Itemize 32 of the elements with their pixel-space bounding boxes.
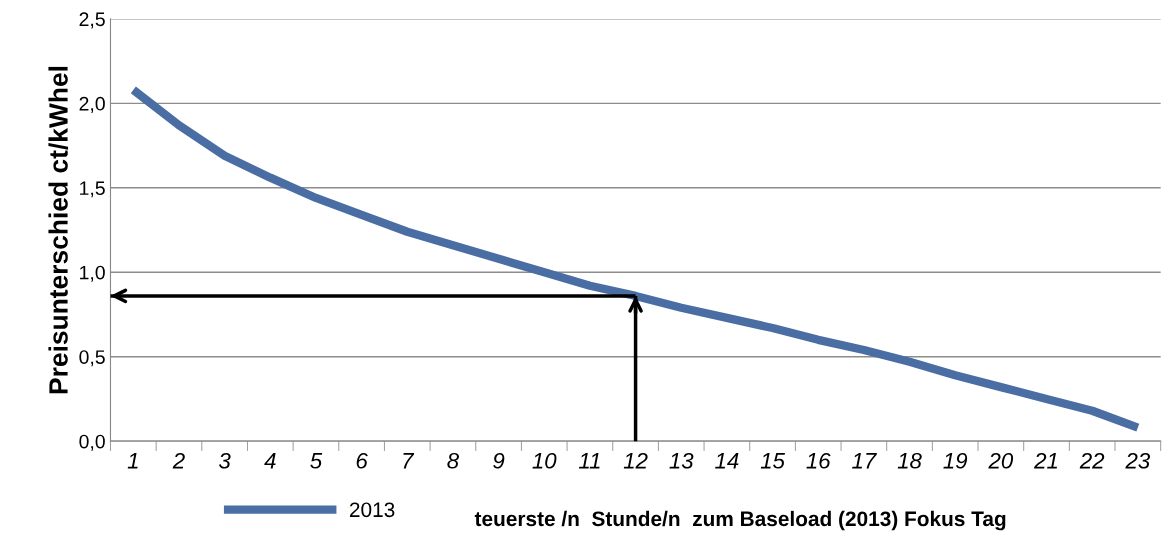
x-tick-label: 18 bbox=[897, 452, 922, 469]
x-tick-label: 6 bbox=[356, 452, 368, 469]
x-tick-label: 19 bbox=[943, 452, 968, 469]
y-tick-label: 2,0 bbox=[79, 96, 105, 113]
x-tick-label: 9 bbox=[493, 452, 505, 469]
x-tick-label: 21 bbox=[1034, 452, 1058, 469]
x-tick-label: 7 bbox=[403, 453, 415, 469]
x-tick-label: 12 bbox=[623, 452, 648, 469]
x-tick-label: 2 bbox=[172, 452, 185, 469]
y-tick-label: 0,5 bbox=[79, 350, 105, 367]
x-tick-label: 1 bbox=[127, 453, 138, 469]
y-tick-label: 0,0 bbox=[79, 434, 105, 451]
x-axis-title: teuerste /n Stunde/n zum Baseload (2013) Fokus Tag bbox=[474, 510, 1006, 531]
x-tick-label: 15 bbox=[760, 453, 785, 469]
x-tick-label: 14 bbox=[715, 453, 739, 469]
x-tick-label: 8 bbox=[447, 452, 459, 469]
x-tick-label: 20 bbox=[988, 452, 1014, 469]
x-tick-label: 10 bbox=[532, 452, 557, 469]
x-tick-label: 23 bbox=[1125, 452, 1151, 469]
y-tick-label: 2,5 bbox=[79, 12, 105, 29]
x-tick-label: 5 bbox=[310, 453, 323, 469]
text: 2013 bbox=[349, 502, 395, 518]
x-tick-label: 16 bbox=[806, 452, 831, 469]
x-tick-label: 11 bbox=[578, 453, 600, 469]
y-tick-label: 1,0 bbox=[80, 265, 105, 282]
x-tick-label: 4 bbox=[264, 453, 276, 469]
y-axis-title: Preisunterschied ct/kWhel bbox=[48, 66, 69, 394]
x-tick-label: 3 bbox=[218, 452, 231, 469]
x-tick-label: 13 bbox=[669, 452, 694, 469]
x-tick-label: 17 bbox=[852, 453, 877, 469]
x-tick-label: 22 bbox=[1079, 452, 1105, 469]
y-tick-label: 1,5 bbox=[80, 181, 105, 198]
